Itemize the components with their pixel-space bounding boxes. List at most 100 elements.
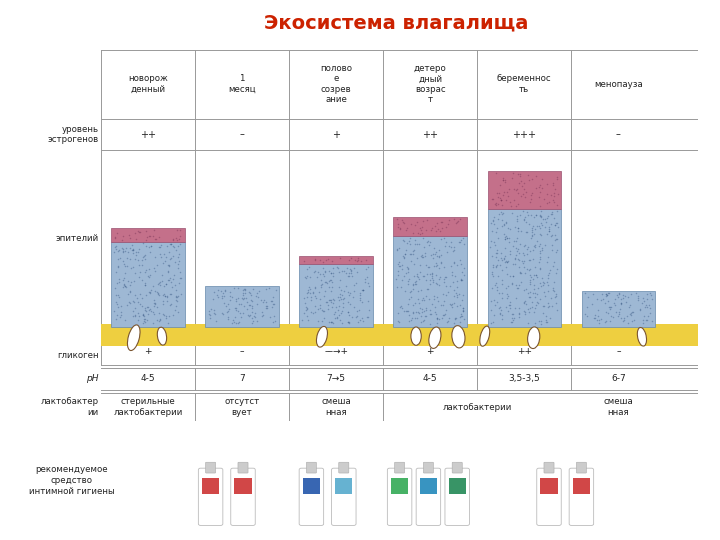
Point	[426, 300, 438, 308]
Point	[440, 282, 451, 291]
Point	[496, 280, 508, 288]
Point	[413, 287, 424, 295]
Point	[149, 286, 161, 295]
Point	[142, 310, 153, 319]
Point	[341, 281, 352, 290]
Point	[419, 252, 431, 261]
Point	[485, 306, 496, 314]
Point	[217, 288, 229, 297]
Point	[156, 240, 167, 249]
Point	[529, 304, 541, 313]
Point	[492, 256, 504, 265]
Point	[335, 309, 346, 318]
Point	[520, 240, 531, 249]
Point	[450, 219, 462, 227]
Point	[260, 298, 271, 306]
Point	[172, 291, 184, 300]
Point	[546, 285, 558, 294]
Point	[604, 317, 616, 326]
Point	[543, 302, 554, 311]
Point	[173, 241, 184, 250]
Point	[446, 271, 458, 279]
Point	[633, 295, 644, 304]
Point	[141, 302, 153, 311]
Point	[233, 319, 244, 328]
Point	[394, 225, 405, 233]
Point	[158, 250, 170, 259]
Point	[171, 234, 182, 242]
Point	[644, 289, 656, 298]
Point	[616, 314, 627, 322]
Point	[309, 254, 320, 263]
Point	[536, 184, 548, 192]
Bar	[101, 323, 698, 346]
Point	[518, 299, 529, 307]
Point	[145, 242, 156, 251]
Point	[334, 316, 346, 325]
Point	[134, 267, 145, 276]
Point	[446, 299, 458, 308]
Point	[127, 296, 138, 305]
Point	[123, 297, 135, 306]
Point	[522, 318, 534, 327]
Point	[112, 262, 123, 271]
Point	[256, 295, 267, 304]
Point	[435, 301, 446, 309]
Point	[424, 280, 436, 289]
Point	[148, 301, 160, 310]
Point	[642, 312, 653, 320]
Point	[343, 319, 354, 328]
Point	[108, 248, 120, 256]
Point	[540, 318, 552, 326]
Point	[238, 301, 250, 310]
Point	[170, 245, 181, 254]
Point	[124, 280, 135, 289]
Point	[456, 312, 467, 320]
Point	[495, 261, 506, 269]
Point	[402, 307, 413, 315]
Point	[343, 271, 354, 280]
Point	[535, 219, 546, 227]
Text: 7→5: 7→5	[327, 374, 346, 383]
Point	[534, 241, 545, 250]
Point	[127, 246, 138, 254]
Point	[266, 300, 278, 309]
Point	[338, 286, 350, 295]
Point	[543, 226, 554, 235]
Point	[497, 289, 508, 298]
Point	[341, 268, 352, 277]
Point	[410, 236, 421, 245]
Point	[644, 301, 655, 309]
Point	[151, 303, 163, 312]
Point	[119, 247, 130, 255]
Point	[246, 307, 258, 316]
Point	[330, 314, 342, 322]
Point	[162, 268, 174, 276]
Point	[124, 287, 135, 296]
Point	[518, 214, 529, 223]
Point	[393, 261, 405, 270]
Point	[398, 254, 410, 262]
Point	[403, 274, 415, 283]
Point	[439, 310, 451, 319]
Point	[512, 224, 523, 232]
Point	[129, 303, 140, 312]
Point	[609, 300, 621, 309]
Point	[494, 303, 505, 312]
Point	[145, 242, 156, 251]
Ellipse shape	[528, 327, 540, 348]
Point	[141, 233, 153, 241]
Point	[413, 298, 425, 307]
Point	[503, 292, 514, 301]
Point	[418, 243, 430, 252]
Point	[122, 248, 134, 256]
Point	[402, 276, 414, 285]
Point	[529, 262, 541, 271]
Point	[595, 315, 606, 323]
Point	[538, 279, 549, 287]
Point	[239, 286, 251, 294]
Point	[344, 289, 356, 298]
Point	[212, 293, 224, 301]
Bar	[487, 172, 561, 209]
Point	[502, 233, 513, 242]
